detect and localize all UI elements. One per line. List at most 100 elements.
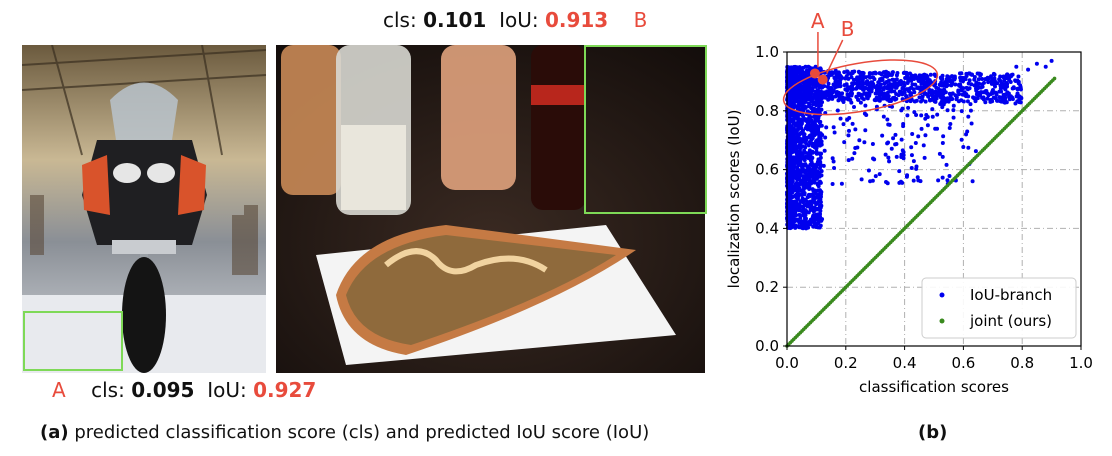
iou-branch-point (792, 137, 797, 142)
iou-branch-point (803, 169, 808, 174)
point-b-marker (817, 74, 828, 85)
iou-branch-point (864, 79, 869, 84)
iou-branch-point (801, 93, 806, 98)
iou-branch-point (801, 211, 806, 216)
iou-branch-point (892, 84, 897, 89)
iou-branch-point (816, 217, 821, 222)
iou-branch-point (916, 178, 921, 183)
iou-branch-point (787, 147, 792, 152)
plot-frame (786, 51, 1082, 347)
iou-branch-point (919, 113, 924, 118)
iou-branch-point (908, 86, 913, 91)
iou-branch-point (863, 128, 868, 133)
iou-branch-point (870, 80, 875, 85)
iou-branch-point (949, 78, 954, 83)
iou-branch-point (798, 145, 803, 150)
iou-branch-point (865, 96, 870, 101)
axis-ticks: 0.0 0.2 0.4 0.6 0.8 1.0 0.0 0.2 0.4 0.6 0.8 1.0 (755, 43, 1093, 372)
marker-a-label: A (52, 378, 66, 402)
iou-branch-point (849, 92, 854, 97)
iou-branch-point (837, 73, 842, 78)
iou-branch-point (800, 188, 805, 193)
iou-branch-point (814, 89, 819, 94)
joint-point (1052, 76, 1057, 81)
iou-branch-point (937, 82, 942, 87)
iou-branch-point (800, 151, 805, 156)
iou-branch-point (798, 98, 803, 103)
iou-branch-point (819, 142, 824, 147)
iou-branch-point (935, 112, 940, 117)
iou-branch-point (810, 149, 815, 154)
iou-branch-point (815, 131, 820, 136)
legend-marker-joint (939, 318, 945, 324)
iou-label: IoU: (207, 378, 247, 402)
iou-branch-point (924, 76, 929, 81)
iou-branch-point (812, 180, 817, 185)
iou-branch-point (797, 85, 802, 90)
x-tick-label: 0.2 (834, 354, 858, 372)
iou-branch-point (796, 127, 801, 132)
legend-label-joint: joint (ours) (969, 312, 1052, 330)
iou-branch-point (787, 211, 792, 216)
iou-branch-point (992, 72, 997, 77)
iou-branch-point (826, 97, 831, 102)
y-tick-label: 1.0 (755, 43, 779, 61)
iou-branch-point (1005, 84, 1010, 89)
iou-branch-point (831, 125, 836, 130)
iou-branch-point (852, 77, 857, 82)
iou-branch-point (898, 179, 903, 184)
iou-branch-point (998, 74, 1003, 79)
cls-value: 0.095 (131, 378, 195, 402)
iou-branch-point (795, 192, 800, 197)
x-tick-label: 0.0 (775, 354, 799, 372)
iou-branch-point (883, 152, 888, 157)
iou-branch-point (876, 98, 881, 103)
iou-branch-point (802, 203, 807, 208)
iou-branch-point (794, 181, 799, 186)
iou-branch-point (847, 115, 852, 120)
iou-branch-point (878, 77, 883, 82)
iou-branch-point (795, 123, 800, 128)
iou-branch-point (809, 205, 814, 210)
iou-branch-point (997, 95, 1002, 100)
iou-branch-point (867, 92, 872, 97)
iou-branch-point (886, 96, 891, 101)
iou-branch-point (986, 80, 991, 85)
iou-branch-point (831, 159, 836, 164)
iou-branch-point (931, 90, 936, 95)
iou-branch-point (859, 95, 864, 100)
iou-branch-point (911, 74, 916, 79)
iou-branch-point (822, 148, 827, 153)
y-tick-label: 0.6 (755, 161, 779, 179)
iou-branch-point (940, 140, 945, 145)
iou-branch-point (789, 195, 794, 200)
iou-branch-point (994, 92, 999, 97)
iou-branch-point (845, 88, 850, 93)
iou-branch-point (953, 82, 958, 87)
iou-branch-point (938, 95, 943, 100)
iou-branch-point (818, 163, 823, 168)
x-tick-label: 0.6 (951, 354, 975, 372)
iou-branch-point (909, 145, 914, 150)
iou-branch-point (816, 200, 821, 205)
iou-branch-point (814, 173, 819, 178)
iou-branch-point (930, 114, 935, 119)
iou-branch-point (802, 104, 807, 109)
iou-branch-point (970, 72, 975, 77)
iou-branch-point (901, 150, 906, 155)
iou-branch-point (925, 123, 930, 128)
iou-branch-point (930, 93, 935, 98)
iou-branch-point (999, 81, 1004, 86)
iou-branch-point (876, 80, 881, 85)
iou-branch-point (922, 85, 927, 90)
iou-branch-point (859, 85, 864, 90)
iou-branch-point (957, 71, 962, 76)
iou-branch-point (875, 91, 880, 96)
iou-branch-point (985, 76, 990, 81)
y-tick-label: 0.0 (755, 337, 779, 355)
iou-branch-point (872, 77, 877, 82)
iou-branch-point (930, 96, 935, 101)
detection-box-b (584, 45, 707, 214)
iou-branch-point (790, 219, 795, 224)
iou-branch-point (817, 192, 822, 197)
